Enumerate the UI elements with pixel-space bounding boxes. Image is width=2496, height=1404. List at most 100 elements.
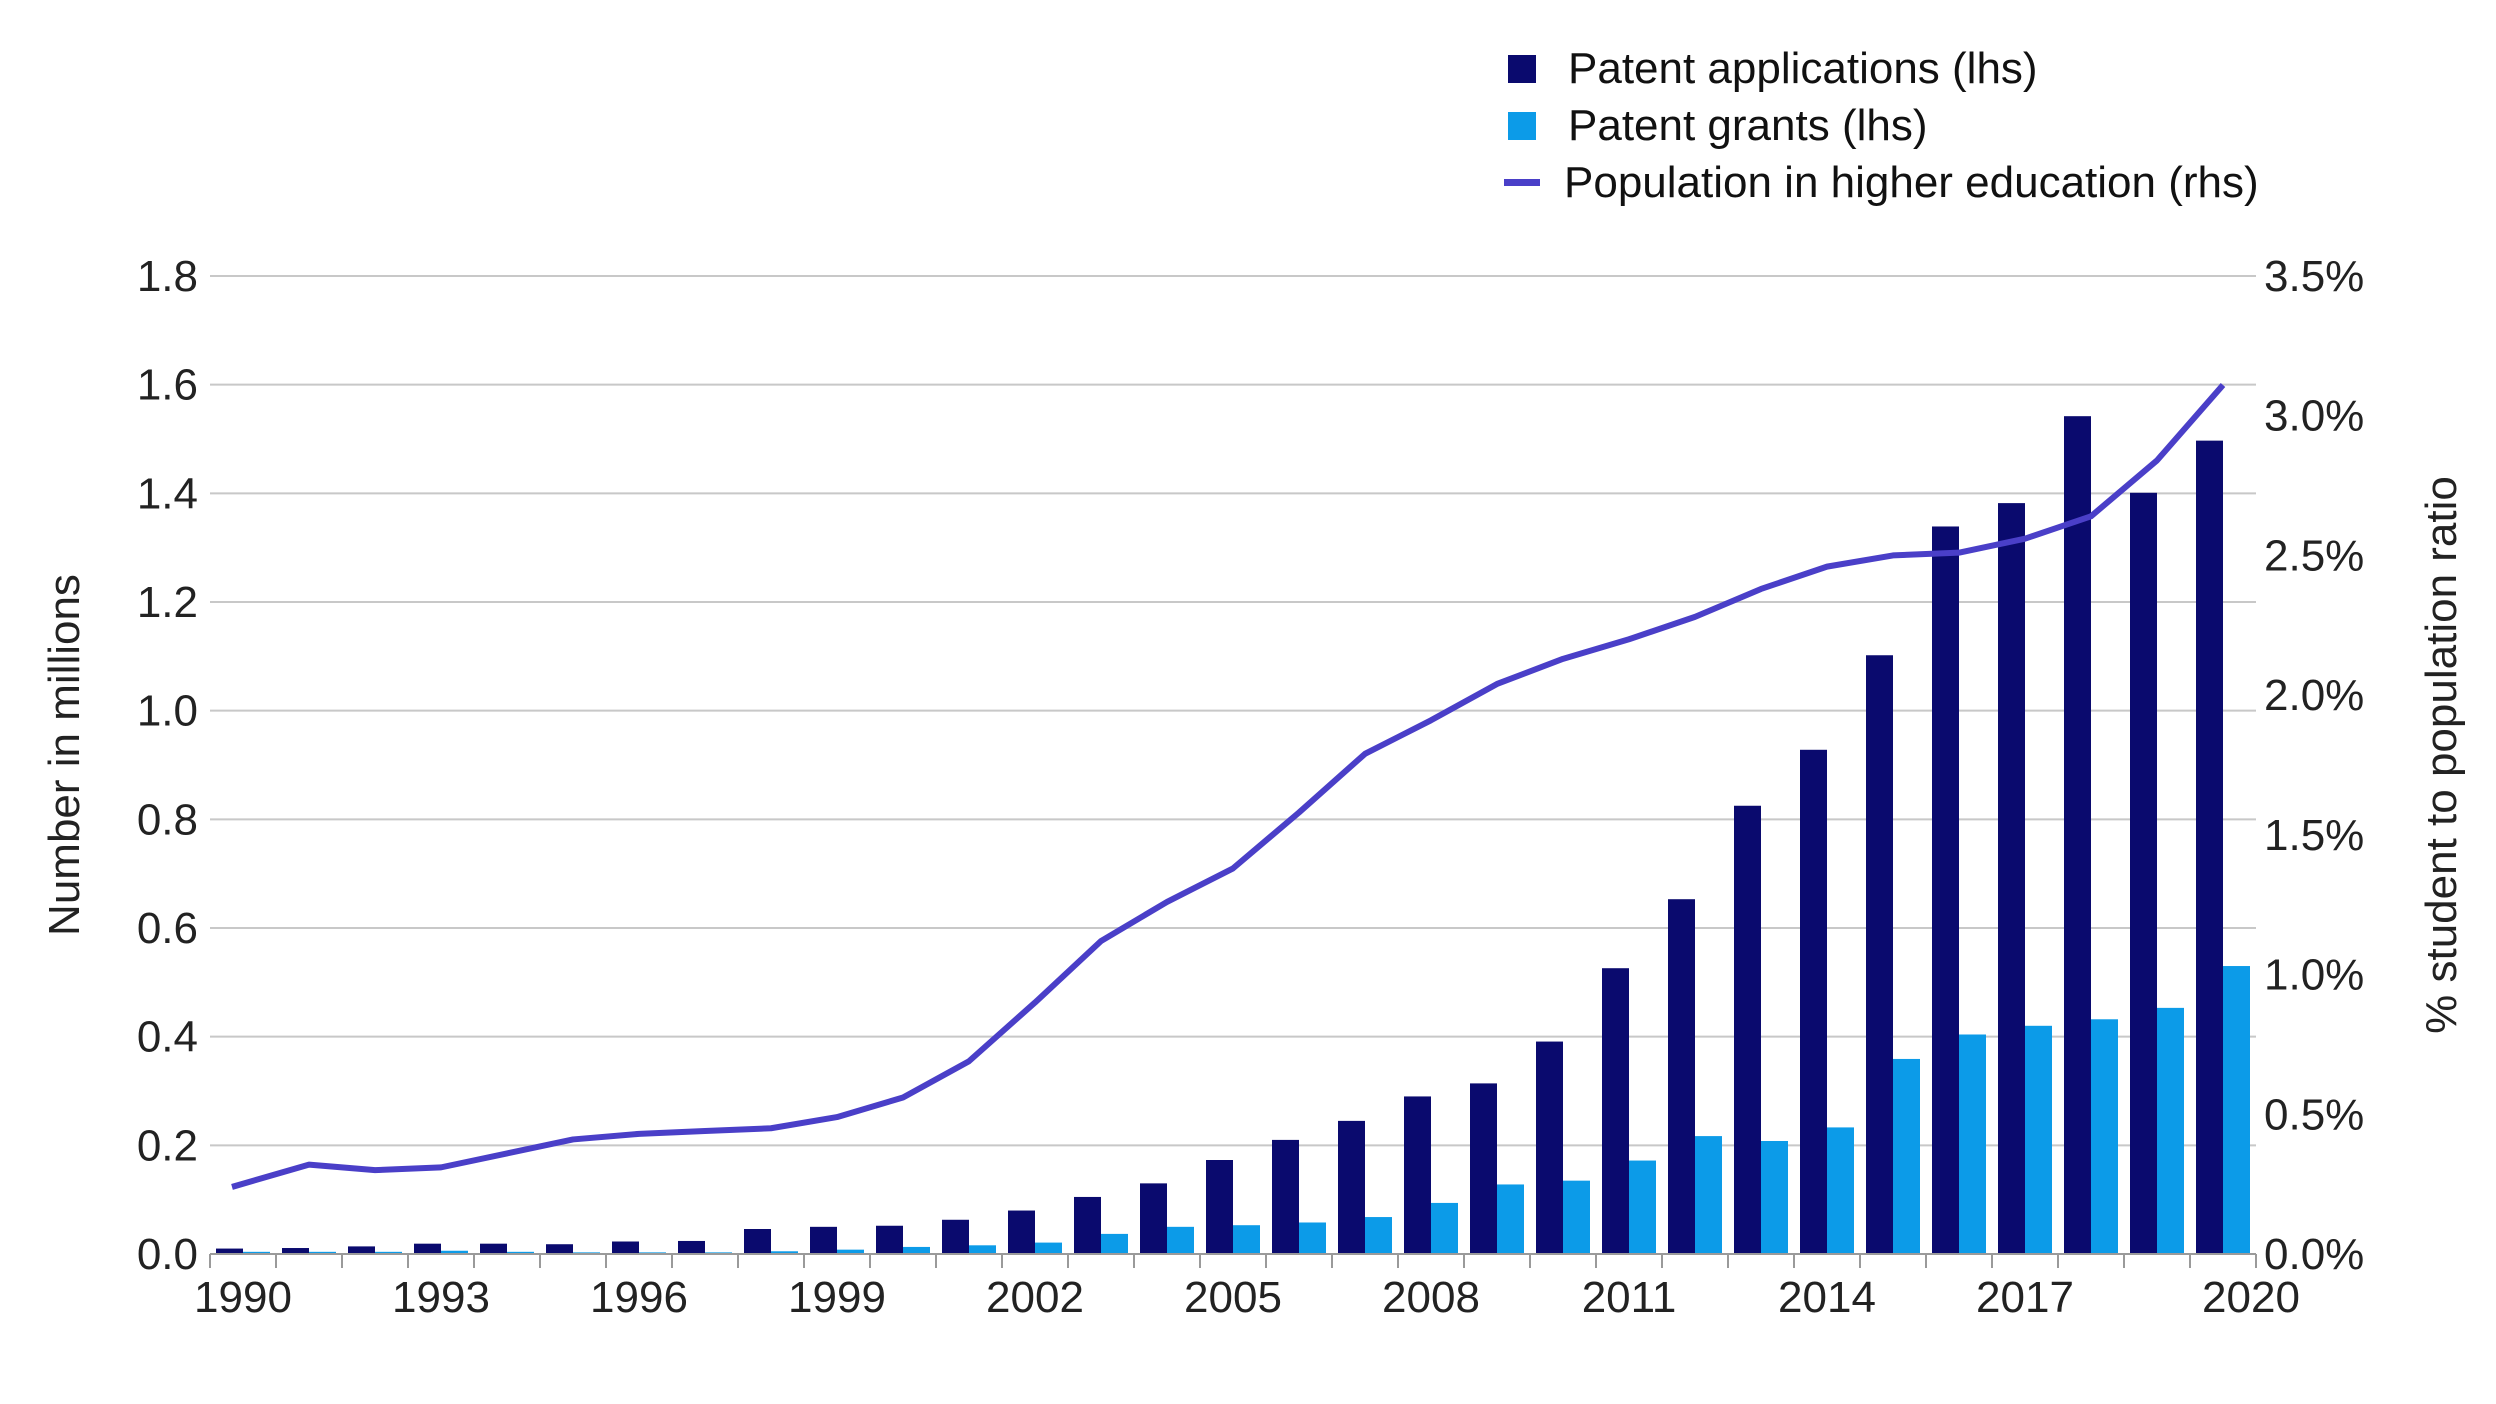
bar-patent-grants [375,1251,402,1254]
bar-patent-applications [348,1246,375,1254]
y-tick-label-right: 0.0% [2264,1230,2364,1279]
bar-patent-applications [216,1248,243,1254]
x-tick-label: 1996 [590,1273,688,1322]
bar-patent-applications [546,1244,573,1254]
bar-patent-applications [1998,503,2025,1254]
y-tick-label-left: 0.8 [137,795,198,844]
y-tick-label-left: 1.0 [137,687,198,736]
bar-patent-grants [2091,1019,2118,1254]
axis-layer: 0.0 0.2 0.4 0.6 0.8 1.0 1.2 1.4 1.6 1.8 0.0% 0.5% 1.… [137,252,2364,1322]
bar-patent-applications [414,1243,441,1254]
bar-patent-applications [1338,1120,1365,1254]
bar-patent-grants [1167,1226,1194,1254]
bar-patent-applications [1140,1183,1167,1254]
bar-patent-grants [1233,1225,1260,1254]
x-tick-label: 2017 [1976,1273,2074,1322]
x-tick-label: 2002 [986,1273,1084,1322]
y-tick-label-left: 0.6 [137,904,198,953]
bar-patent-applications [1734,805,1761,1254]
bar-patent-grants [969,1245,996,1254]
legend-swatch-grants [1508,111,1536,140]
bar-patent-grants [309,1251,336,1254]
line-layer [231,383,2226,1190]
bar-patent-grants [837,1249,864,1254]
x-tick-label: 1993 [392,1273,490,1322]
bar-patent-applications [480,1243,507,1254]
x-tick-label: 2014 [1778,1273,1876,1322]
legend-label-grants: Patent grants (lhs) [1568,100,1928,150]
bar-patent-grants [1959,1034,1986,1254]
bar-patent-grants [1629,1160,1656,1254]
bar-patent-applications [810,1226,837,1254]
bar-patent-applications [1074,1196,1101,1254]
legend-item-population: Population in higher education (rhs) [1504,154,2259,211]
legend-item-grants: Patent grants (lhs) [1508,97,2259,154]
bar-patent-grants [2157,1007,2184,1254]
legend: Patent applications (lhs) Patent grants … [1504,40,2259,211]
bar-patent-grants [2223,966,2250,1254]
legend-line-population [1504,179,1540,186]
y-tick-label-left: 1.2 [137,578,198,627]
y-tick-label-left: 0.4 [137,1013,198,1062]
bar-patent-applications [1008,1210,1035,1254]
x-tick-label: 2011 [1582,1273,1677,1322]
bar-patent-applications [942,1219,969,1254]
y-tick-label-left: 1.8 [137,252,198,301]
y-tick-label-right: 3.5% [2264,252,2364,301]
legend-label-population: Population in higher education (rhs) [1564,157,2259,207]
y-tick-label-right: 1.5% [2264,811,2364,860]
bar-patent-grants [1563,1180,1590,1254]
bar-patent-grants [771,1251,798,1254]
bar-patent-applications [1866,655,1893,1254]
bar-patent-applications [1404,1096,1431,1254]
bar-patent-grants [903,1246,930,1254]
x-tick-label: 2005 [1184,1273,1282,1322]
x-tick-label: 2008 [1382,1273,1480,1322]
x-tick-label: 2020 [2202,1273,2300,1322]
bar-patent-grants [1695,1136,1722,1254]
bar-patent-applications [2130,492,2157,1254]
y-tick-label-right: 0.5% [2264,1090,2364,1139]
bar-patent-grants [1035,1242,1062,1254]
bar-patent-applications [1602,968,1629,1254]
bar-patent-applications [2064,416,2091,1254]
y-tick-label-right: 2.5% [2264,531,2364,580]
legend-label-applications: Patent applications (lhs) [1568,43,2038,93]
bar-patent-grants [1365,1217,1392,1254]
bar-patent-grants [1101,1233,1128,1254]
bar-patent-grants [1431,1202,1458,1254]
y-tick-label-left: 0.2 [137,1121,198,1170]
bar-patent-applications [744,1229,771,1254]
bar-patent-grants [1761,1140,1788,1254]
y-axis-label-left: Number in millions [40,574,89,936]
bar-patent-grants [1299,1222,1326,1254]
bar-patent-applications [876,1225,903,1254]
y-tick-label-right: 2.0% [2264,671,2364,720]
y-axis-label-right: % student to population ratio [2417,476,2466,1034]
bar-patent-applications [1272,1139,1299,1254]
bar-patent-applications [1470,1083,1497,1254]
grid-layer [210,275,2256,1147]
line-population-higher-education [231,383,2226,1190]
bar-patent-applications [2196,440,2223,1254]
bar-patent-grants [1827,1127,1854,1254]
bar-patent-grants [507,1251,534,1254]
bar-patent-applications [1932,526,1959,1254]
bar-patent-grants [2025,1025,2052,1254]
bar-patent-applications [612,1241,639,1254]
y-tick-label-left: 0.0 [137,1230,198,1279]
bar-patent-applications [1668,899,1695,1254]
x-tick-label: 1999 [788,1273,886,1322]
bar-patent-grants [1893,1058,1920,1254]
bar-patent-applications [678,1240,705,1254]
y-tick-label-right: 1.0% [2264,951,2364,1000]
bar-patent-applications [1536,1041,1563,1254]
y-tick-label-left: 1.6 [137,361,198,410]
y-tick-label-left: 1.4 [137,469,198,518]
legend-item-applications: Patent applications (lhs) [1508,40,2259,97]
bar-patent-grants [1497,1184,1524,1254]
bar-patent-grants [243,1251,270,1254]
y-tick-label-right: 3.0% [2264,392,2364,441]
x-tick-label: 1990 [194,1273,292,1322]
